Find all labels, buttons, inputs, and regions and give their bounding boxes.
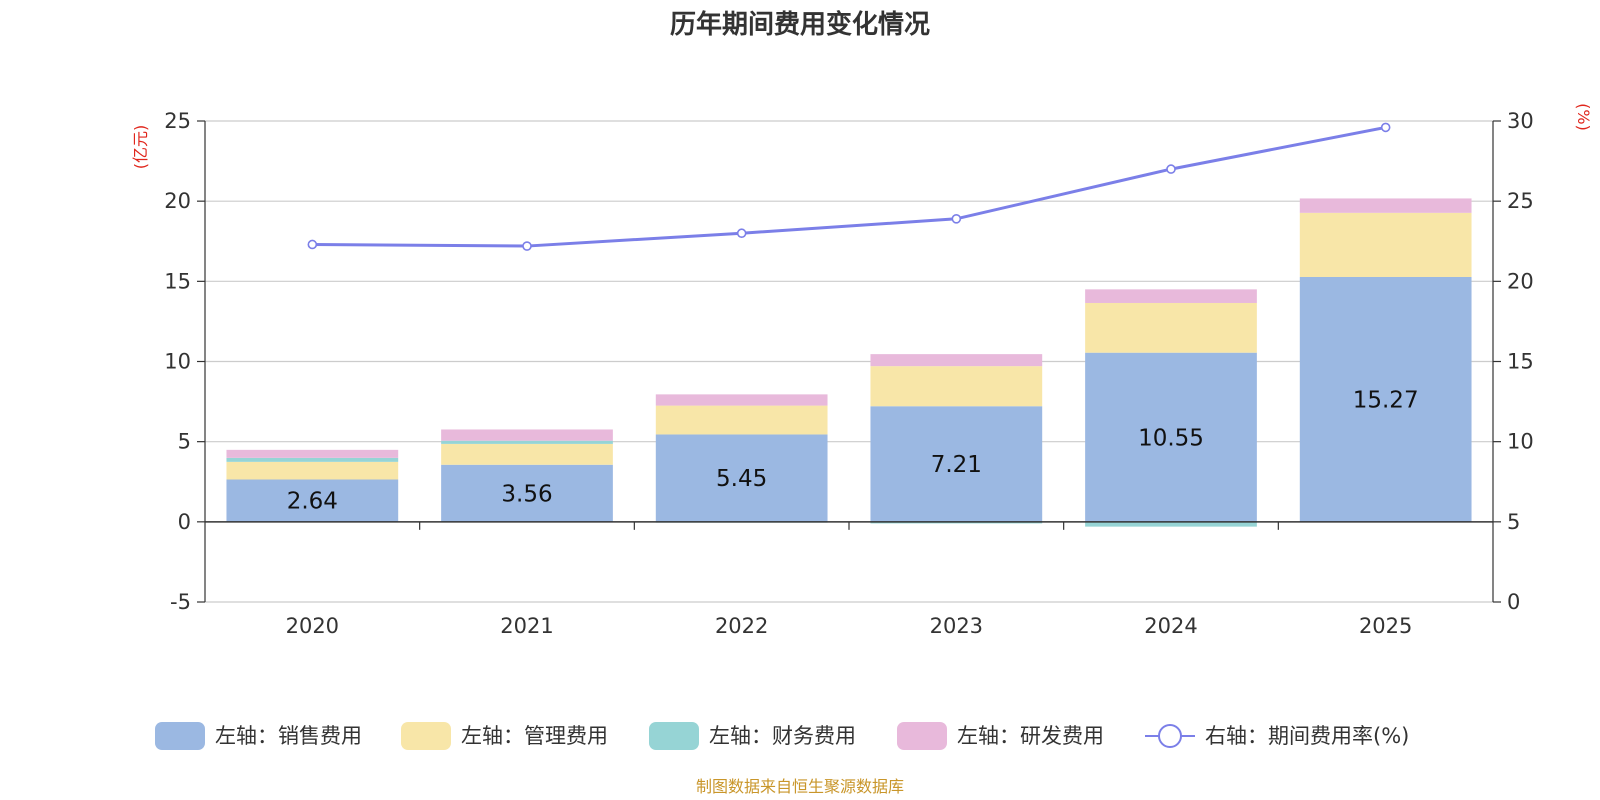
bar-segment <box>441 464 613 522</box>
right-tick-label: 10 <box>1507 430 1534 454</box>
left-tick-label: 5 <box>178 430 191 454</box>
bar-segment <box>870 521 1043 524</box>
bar-segment <box>1085 352 1257 522</box>
legend-label: 左轴：财务费用 <box>709 724 856 748</box>
legend: 左轴：销售费用 左轴：管理费用 左轴：财务费用 左轴：研发费用 右轴：期间费用率(%) <box>155 722 1409 750</box>
rate-point <box>951 214 962 224</box>
bar-segment <box>226 449 399 458</box>
bar-segment <box>870 406 1043 522</box>
source-note: 制图数据来自恒生聚源数据库 <box>696 777 904 796</box>
category-label: 2023 <box>930 614 983 638</box>
left-tick-label: -5 <box>170 590 191 614</box>
chart-title: 历年期间费用变化情况 <box>670 9 930 40</box>
bars <box>226 198 1472 527</box>
rate-polyline <box>312 125 1386 248</box>
bar-data-label: 15.27 <box>1353 387 1419 413</box>
bar-segment <box>441 443 613 465</box>
gridlines <box>205 120 1493 603</box>
left-tick-label: 0 <box>178 510 191 534</box>
left-axis-unit-label: (亿元) <box>131 125 150 170</box>
rate-line <box>307 122 1391 251</box>
legend-label: 左轴：销售费用 <box>215 724 362 748</box>
bar-segment <box>655 405 828 435</box>
bar-segment <box>226 461 399 480</box>
legend-swatch <box>155 722 205 750</box>
right-tick-label: 30 <box>1507 109 1534 133</box>
bar-segment <box>441 429 613 441</box>
category-label: 2021 <box>500 614 553 638</box>
bar-segment <box>1299 212 1472 278</box>
bar-segment <box>1085 302 1257 353</box>
legend-circle-swatch <box>1158 724 1182 748</box>
legend-swatch <box>649 722 699 750</box>
bar-segment <box>441 440 613 444</box>
bar-data-label: 10.55 <box>1138 425 1204 451</box>
bar-segment <box>226 479 399 522</box>
legend-swatch <box>897 722 947 750</box>
legend-label: 左轴：管理费用 <box>461 724 608 748</box>
bar-segment <box>226 457 399 462</box>
legend-swatch <box>401 722 451 750</box>
bar-segment <box>870 354 1043 367</box>
rate-point <box>522 241 532 251</box>
right-tick-label: 15 <box>1507 350 1534 374</box>
bar-segment <box>655 434 828 522</box>
rate-point <box>736 228 747 239</box>
rate-point <box>307 239 318 250</box>
bar-segment <box>1299 198 1472 213</box>
bar-segment <box>1299 277 1472 522</box>
category-label: 2024 <box>1144 614 1197 638</box>
right-tick-label: 20 <box>1507 269 1534 293</box>
bar-data-label: 3.56 <box>501 481 552 507</box>
bar-segment <box>1085 289 1257 303</box>
rate-point <box>1380 122 1391 133</box>
right-tick-label: 5 <box>1507 510 1520 534</box>
left-tick-label: 15 <box>164 269 191 293</box>
left-tick-label: 25 <box>164 109 191 133</box>
rate-point <box>1166 164 1176 174</box>
bar-data-label: 7.21 <box>931 452 982 478</box>
bar-labels: 2.64 3.56 5.45 7.21 10.55 15.27 <box>287 387 1419 514</box>
right-tick-label: 25 <box>1507 189 1534 213</box>
category-label: 2022 <box>715 614 768 638</box>
legend-label: 右轴：期间费用率(%) <box>1205 724 1409 748</box>
category-label: 2025 <box>1359 614 1412 638</box>
left-tick-label: 20 <box>164 189 191 213</box>
bar-segment <box>1085 521 1257 527</box>
right-axis-unit-label: (%) <box>1574 103 1593 131</box>
left-tick-label: 10 <box>164 350 191 374</box>
bar-segment <box>655 394 828 406</box>
bar-segment <box>870 366 1043 407</box>
bar-data-label: 2.64 <box>287 489 338 515</box>
category-label: 2020 <box>286 614 339 638</box>
right-tick-label: 0 <box>1507 590 1520 614</box>
bar-data-label: 5.45 <box>716 466 767 492</box>
legend-label: 左轴：研发费用 <box>957 724 1104 748</box>
